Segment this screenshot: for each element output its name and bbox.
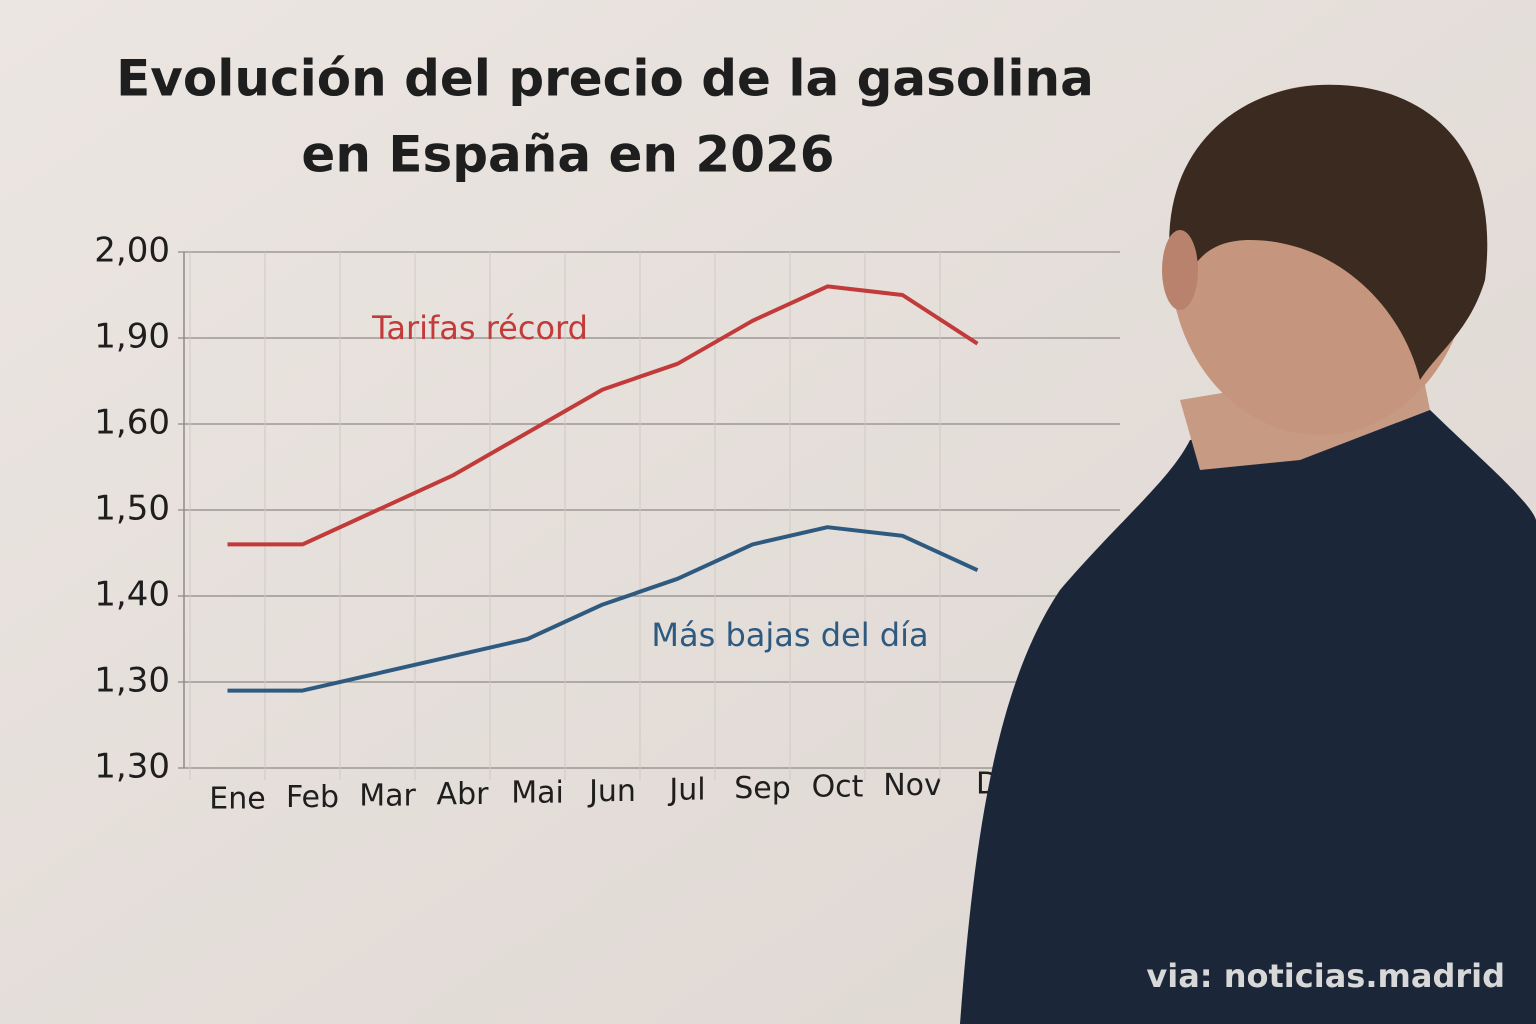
person <box>960 84 1536 1024</box>
x-tick-label: Jun <box>587 774 636 809</box>
x-tick-label: Nov <box>883 768 942 803</box>
y-tick-label: 1,60 <box>94 403 170 443</box>
x-tick-label: Jul <box>667 773 705 808</box>
series-line <box>227 284 979 547</box>
y-tick-label: 1,50 <box>94 489 170 529</box>
x-tick-label: Sep <box>734 771 791 806</box>
x-tick-label: Mai <box>511 776 564 811</box>
y-tick-label: 2,00 <box>94 231 170 271</box>
series-label: Más bajas del día <box>651 616 928 654</box>
series-line <box>227 525 979 693</box>
source: via: noticias.madrid <box>1146 957 1505 995</box>
x-tick-label: Feb <box>286 780 339 815</box>
chart-title: Evolución del precio de la gasolina <box>116 50 1094 108</box>
x-tick-label: Ene <box>209 782 265 817</box>
chart-title: en España en 2026 <box>301 126 834 184</box>
series-label: Tarifas récord <box>371 309 588 347</box>
x-tick-label: Abr <box>437 777 490 812</box>
y-tick-label: 1,30 <box>94 747 170 787</box>
y-tick-label: 1,90 <box>94 317 170 357</box>
x-tick-label: Mar <box>359 779 416 814</box>
x-tick-label: Oct <box>812 770 864 805</box>
y-tick-label: 1,40 <box>94 575 170 615</box>
ear <box>1162 230 1198 310</box>
hair <box>1169 84 1488 380</box>
shirt <box>960 400 1536 1024</box>
y-tick-label: 1,30 <box>94 661 170 701</box>
